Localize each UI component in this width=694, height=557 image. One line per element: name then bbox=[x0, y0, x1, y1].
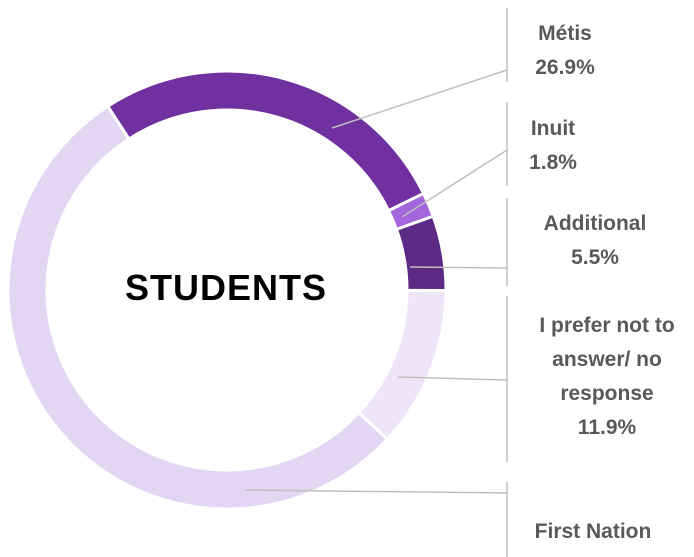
label: First Nation 53.9% bbox=[513, 515, 673, 557]
label-value: 1.8% bbox=[529, 151, 577, 174]
leader-line bbox=[331, 69, 508, 129]
leader-line bbox=[244, 489, 508, 494]
leader-line bbox=[409, 266, 508, 269]
label-name: Inuit bbox=[530, 117, 576, 140]
label: Inuit 1.8% bbox=[503, 112, 603, 180]
label-name: I prefer not to answer/ no response bbox=[539, 314, 675, 405]
label-value: 11.9% bbox=[577, 416, 637, 439]
donut-segment bbox=[394, 214, 448, 292]
label-name: Additional bbox=[543, 212, 647, 235]
label-value: 53.9% bbox=[513, 549, 673, 557]
label-value: 5.5% bbox=[571, 246, 619, 269]
label: Métis 26.9% bbox=[505, 17, 625, 85]
donut bbox=[6, 69, 448, 511]
center-label: STUDENTS bbox=[125, 267, 327, 308]
label: Additional 5.5% bbox=[520, 207, 670, 275]
donut-segment bbox=[6, 104, 390, 511]
donut-segment bbox=[105, 69, 426, 213]
label-name: First Nation bbox=[534, 520, 652, 543]
label-value: 26.9% bbox=[535, 56, 595, 79]
label-name: Métis bbox=[538, 22, 592, 45]
leader-line bbox=[401, 149, 508, 218]
donut-segment bbox=[356, 288, 448, 442]
leader-line bbox=[397, 376, 508, 381]
label: I prefer not to answer/ no response 11.9% bbox=[537, 309, 677, 445]
